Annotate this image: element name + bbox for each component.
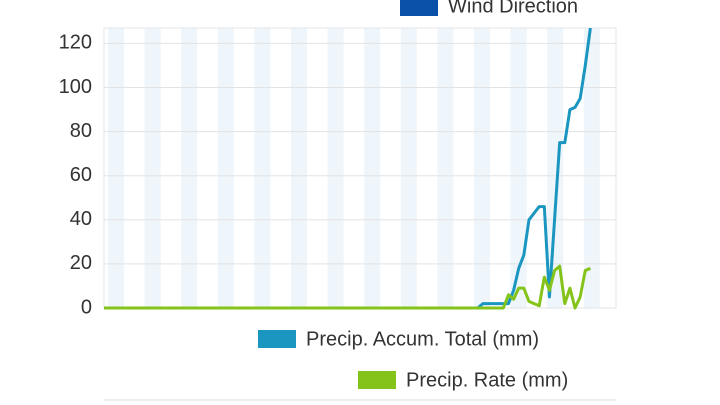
stripe	[474, 28, 490, 308]
y-tick-label: 100	[59, 76, 92, 98]
legend-label: Wind Direction	[448, 0, 578, 17]
y-tick-label: 60	[70, 164, 92, 186]
stripe	[400, 28, 417, 308]
stripe	[510, 28, 527, 308]
legend-label: Precip. Rate (mm)	[406, 369, 568, 391]
stripe	[327, 28, 344, 308]
stripe	[364, 28, 381, 308]
legend-label: Precip. Accum. Total (mm)	[306, 328, 539, 350]
plot-border	[103, 27, 617, 309]
stripe	[254, 28, 271, 308]
legend-swatch	[258, 330, 296, 348]
y-tick-label: 20	[70, 252, 92, 274]
stripe	[108, 28, 124, 308]
stripe	[291, 28, 307, 308]
line-series	[104, 264, 591, 310]
y-tick-label: 120	[59, 32, 92, 54]
stripe	[583, 28, 600, 308]
stripe	[217, 28, 234, 308]
stripe	[144, 28, 161, 308]
stripe	[181, 28, 198, 308]
legend-swatch	[358, 371, 396, 389]
plot-area	[104, 28, 592, 310]
stripe	[437, 28, 454, 308]
stripe	[547, 28, 564, 308]
y-tick-label: 0	[81, 296, 92, 318]
y-tick-label: 40	[70, 208, 92, 230]
y-tick-label: 80	[70, 120, 92, 142]
legend-swatch	[400, 0, 438, 16]
